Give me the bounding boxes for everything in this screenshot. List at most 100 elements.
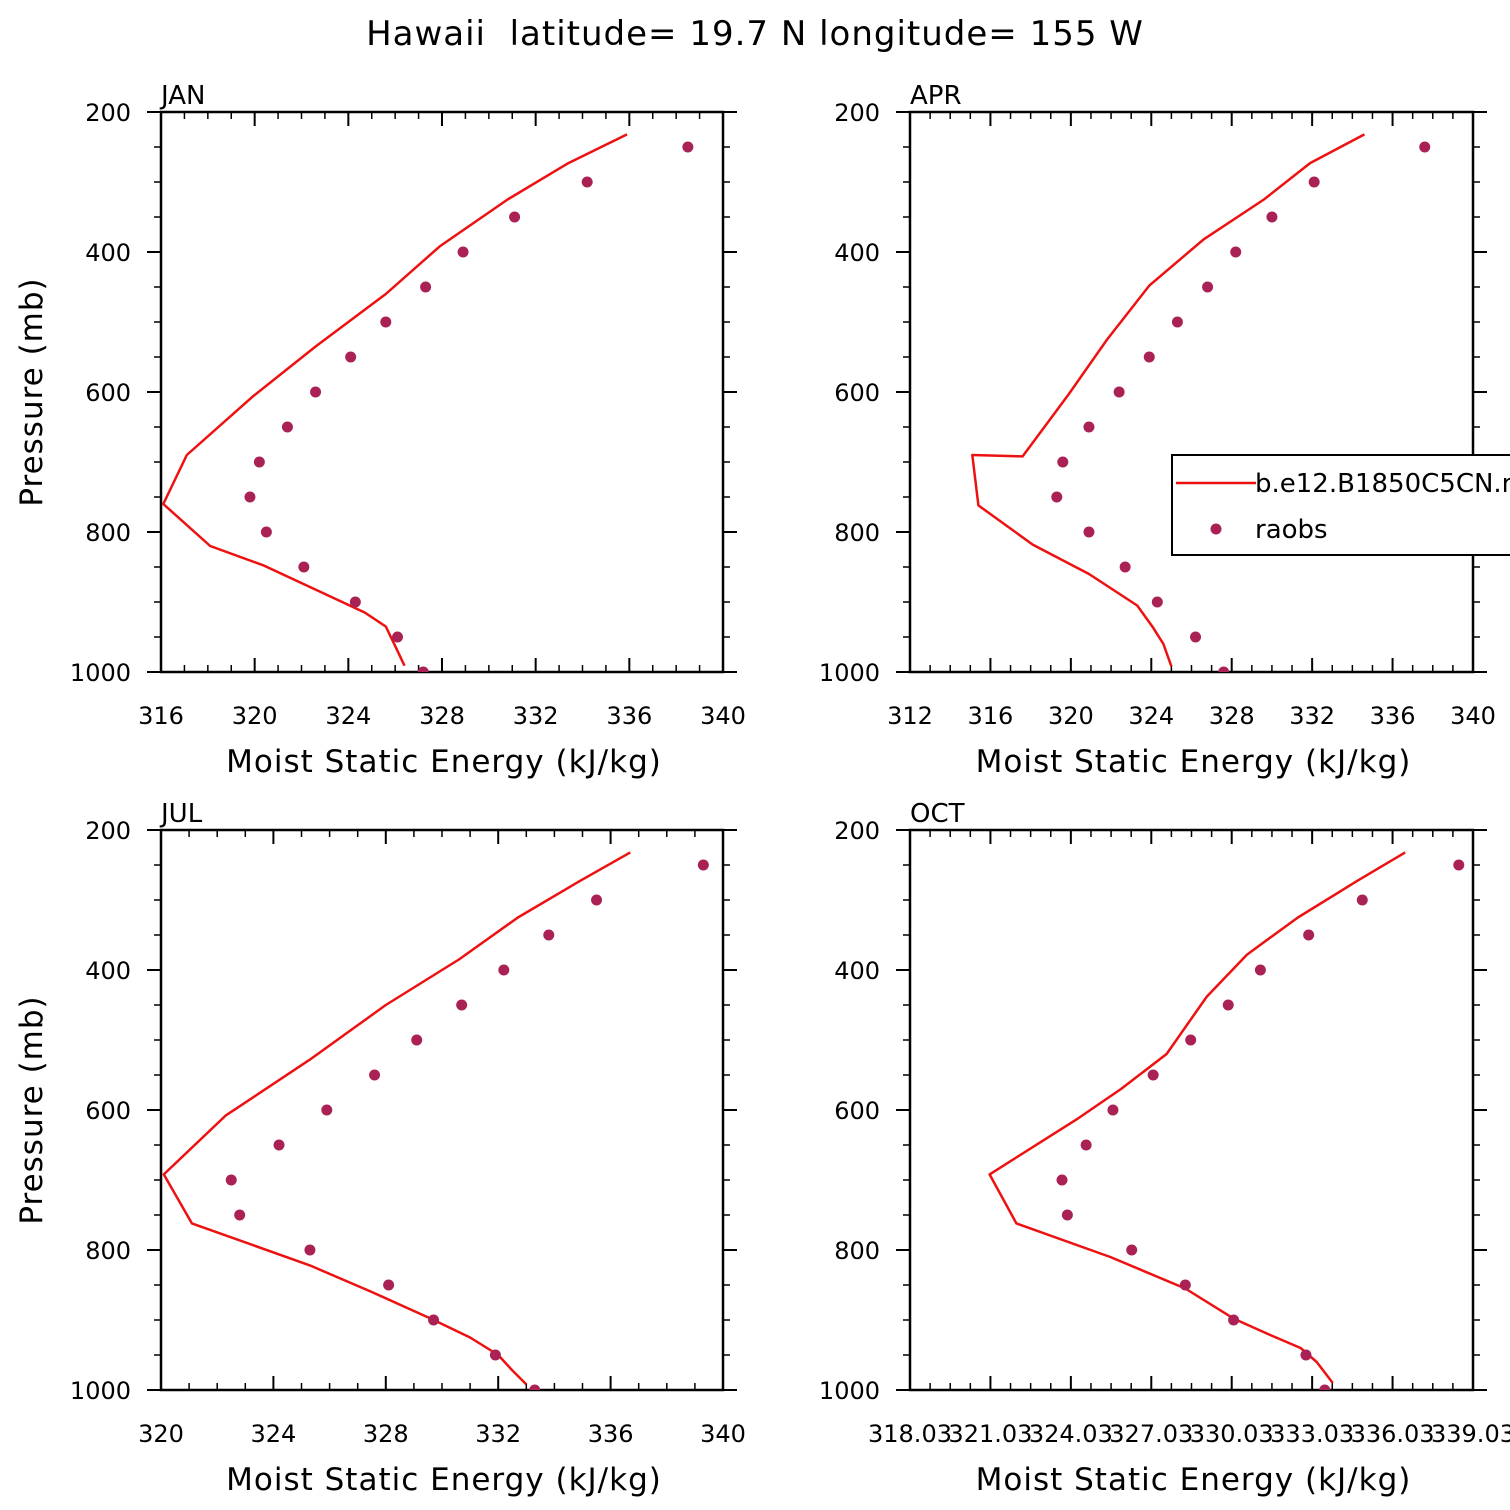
- data-point: [304, 1244, 316, 1256]
- series-line: [971, 133, 1365, 667]
- y-tick-label: 400: [85, 239, 131, 267]
- panel-title: APR: [910, 81, 962, 111]
- y-axis-label: Pressure (mb): [14, 995, 50, 1224]
- y-tick-label: 200: [834, 817, 880, 845]
- x-tick-label: 339.03: [1431, 1420, 1510, 1448]
- x-tick-label: 324: [250, 1420, 296, 1448]
- data-point: [1083, 421, 1095, 433]
- y-tick-label: 600: [834, 1097, 880, 1125]
- data-point: [420, 281, 432, 293]
- plot-area: [162, 851, 709, 1390]
- plot-frame: [908, 828, 1475, 1392]
- data-point: [591, 894, 603, 906]
- data-point: [1185, 1034, 1197, 1046]
- y-tick-label: 200: [85, 817, 131, 845]
- data-point: [1057, 456, 1069, 468]
- data-point: [392, 631, 404, 643]
- data-point: [509, 211, 521, 223]
- panel-1: APR 312 316 320 324 328 332 336 340 200 400 600 800 1…: [819, 81, 1496, 780]
- y-axis-label: Pressure (mb): [14, 277, 50, 506]
- data-point: [260, 526, 272, 538]
- data-point: [298, 561, 310, 573]
- data-point: [1179, 1279, 1191, 1291]
- x-tick-label: 328: [363, 1420, 409, 1448]
- data-point: [1202, 281, 1214, 293]
- series-line: [162, 133, 628, 667]
- y-tick-label: 400: [834, 957, 880, 985]
- data-point: [1228, 1314, 1240, 1326]
- data-point: [1126, 1244, 1138, 1256]
- data-point: [1061, 1209, 1073, 1221]
- data-point: [1218, 666, 1230, 672]
- panel-3: OCT318.03321.03324.03327.03330.03333.033…: [819, 799, 1510, 1498]
- data-point: [417, 666, 429, 672]
- x-tick-label: 316: [138, 702, 184, 730]
- plot-area: [971, 133, 1431, 672]
- x-tick-label: 324: [325, 702, 371, 730]
- data-point: [682, 141, 694, 153]
- y-tick-label: 600: [834, 379, 880, 407]
- x-tick-label: 318.03: [868, 1420, 952, 1448]
- x-tick-label: 328: [419, 702, 465, 730]
- data-point: [1119, 561, 1131, 573]
- y-tick-label: 800: [85, 519, 131, 547]
- y-tick-label: 1000: [70, 659, 131, 687]
- data-point: [543, 929, 555, 941]
- data-point: [1113, 386, 1125, 398]
- data-point: [1147, 1069, 1159, 1081]
- x-tick-label: 324: [1128, 702, 1174, 730]
- plot-area: [988, 851, 1465, 1390]
- data-point: [383, 1279, 395, 1291]
- x-tick-label: 328: [1209, 702, 1255, 730]
- data-point: [1453, 859, 1465, 871]
- x-axis-label: Moist Static Energy (kJ/kg): [226, 744, 662, 780]
- x-tick-label: 324.03: [1029, 1420, 1113, 1448]
- data-point: [1080, 1139, 1092, 1151]
- legend: b.e12.B1850C5CN.ne30_g16.sehires38.003.s…: [1171, 454, 1510, 556]
- plot-frame: [159, 828, 725, 1392]
- plot-area: [162, 133, 694, 672]
- y-tick-label: 800: [834, 1237, 880, 1265]
- data-point: [1151, 596, 1163, 608]
- x-tick-label: 340: [700, 1420, 746, 1448]
- legend-label: b.e12.B1850C5CN.ne30_g16.sehires38.003.s…: [1255, 469, 1510, 499]
- legend-label: raobs: [1255, 515, 1328, 545]
- x-axis-label: Moist Static Energy (kJ/kg): [976, 744, 1412, 780]
- data-point: [1222, 999, 1234, 1011]
- data-point: [428, 1314, 440, 1326]
- data-point: [1107, 1104, 1119, 1116]
- y-tick-label: 200: [85, 99, 131, 127]
- x-tick-label: 333.03: [1270, 1420, 1354, 1448]
- main-title: Hawaii latitude= 19.7 N longitude= 155 W: [366, 14, 1144, 54]
- x-tick-label: 316: [968, 702, 1014, 730]
- x-tick-label: 312: [887, 702, 933, 730]
- y-tick-label: 600: [85, 1097, 131, 1125]
- panels: JAN 316 320 324 328 332 336 340 200 400 600 800 1000…: [14, 81, 1510, 1498]
- data-point: [281, 421, 293, 433]
- data-point: [225, 1174, 237, 1186]
- x-axis-label: Moist Static Energy (kJ/kg): [226, 1462, 662, 1498]
- x-tick-label: 332: [1289, 702, 1335, 730]
- x-tick-label: 336: [588, 1420, 634, 1448]
- x-tick-label: 327.03: [1109, 1420, 1193, 1448]
- data-point: [253, 456, 265, 468]
- data-point: [498, 964, 510, 976]
- plot-frame: [159, 110, 725, 674]
- data-point: [1190, 631, 1202, 643]
- data-point: [411, 1034, 423, 1046]
- data-point: [581, 176, 593, 188]
- y-tick-label: 400: [834, 239, 880, 267]
- panel-title: JAN: [159, 81, 205, 111]
- plot-frame: [908, 110, 1475, 674]
- data-point: [456, 999, 468, 1011]
- x-tick-label: 320: [232, 702, 278, 730]
- data-point: [457, 246, 469, 258]
- data-point: [1171, 316, 1183, 328]
- data-point: [349, 596, 361, 608]
- y-tick-label: 600: [85, 379, 131, 407]
- x-tick-label: 320: [1048, 702, 1094, 730]
- data-point: [1300, 1349, 1312, 1361]
- panel-title: OCT: [910, 799, 965, 829]
- y-tick-label: 1000: [819, 1377, 880, 1405]
